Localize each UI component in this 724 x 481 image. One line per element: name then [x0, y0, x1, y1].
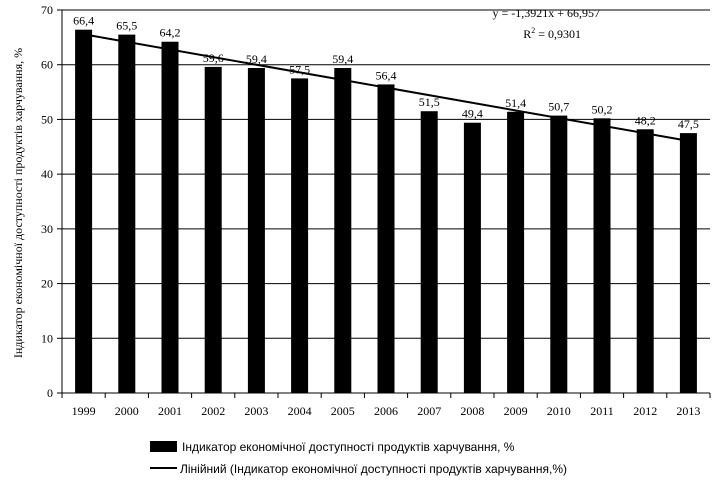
x-tick-label-2007: 2007	[417, 404, 441, 418]
x-tick-label-2010: 2010	[547, 404, 571, 418]
data-label-2002: 59,6	[203, 51, 224, 65]
y-tick-labels: 0 10 20 30 40 50 60 70	[41, 3, 53, 400]
x-tick-label-2001: 2001	[158, 404, 182, 418]
bar-2011	[593, 118, 611, 393]
data-label-2013: 47,5	[678, 117, 699, 131]
data-label-2012: 48,2	[635, 113, 656, 127]
y-tick-label-40: 40	[41, 167, 53, 181]
y-axis-label: Індикатор економічної доступності продук…	[11, 48, 25, 358]
data-label-2003: 59,4	[246, 52, 267, 66]
bar-2007	[420, 111, 438, 393]
x-tick-label-2000: 2000	[115, 404, 139, 418]
data-label-2004: 57,5	[289, 62, 310, 76]
bar-2006	[377, 84, 395, 393]
y-tick-label-20: 20	[41, 277, 53, 291]
trend-r2-sup: 2	[531, 26, 535, 35]
trend-equation: y = -1,3921x + 66,957	[492, 6, 600, 20]
data-label-2011: 50,2	[592, 102, 613, 116]
bar-1999	[75, 29, 93, 393]
x-tick-label-2004: 2004	[288, 404, 312, 418]
bar-2000	[118, 34, 136, 393]
x-tick-label-2003: 2003	[244, 404, 268, 418]
legend-bar-label: Індикатор економічної доступності продук…	[182, 440, 515, 454]
bar-2010	[550, 115, 568, 393]
data-label-2008: 49,4	[462, 107, 483, 121]
y-tick-label-50: 50	[41, 112, 53, 126]
axes	[57, 9, 711, 398]
bars	[75, 29, 697, 394]
y-tick-label-30: 30	[41, 222, 53, 236]
data-label-2007: 51,5	[419, 95, 440, 109]
bar-2004	[291, 78, 309, 394]
x-tick-label-2008: 2008	[460, 404, 484, 418]
x-tick-label-2012: 2012	[633, 404, 657, 418]
x-tick-label-2005: 2005	[331, 404, 355, 418]
data-label-2009: 51,4	[505, 96, 526, 110]
x-tick-label-2011: 2011	[590, 404, 614, 418]
y-tick-label-10: 10	[41, 331, 53, 345]
legend: Індикатор економічної доступності продук…	[150, 440, 567, 476]
data-label-2010: 50,7	[548, 100, 569, 114]
bar-2009	[507, 111, 525, 394]
data-label-2005: 59,4	[332, 52, 353, 66]
bar-2012	[636, 129, 654, 393]
y-tick-label-70: 70	[41, 3, 53, 17]
data-label-2006: 56,4	[376, 68, 397, 82]
data-label-2001: 64,2	[160, 26, 181, 40]
bar-2003	[247, 67, 265, 394]
y-tick-label-60: 60	[41, 58, 53, 72]
bar-2013	[679, 133, 697, 393]
bar-2001	[161, 41, 179, 394]
trend-r2-value: = 0,9301	[535, 27, 581, 41]
legend-bar-swatch	[150, 441, 177, 452]
y-tick-label-0: 0	[47, 386, 53, 400]
data-labels: 66,4 65,5 64,2 59,6 59,4 57,5 59,4 56,4 51,5 49,4…	[73, 14, 699, 131]
x-tick-label-1999: 1999	[72, 404, 96, 418]
trendline	[83, 33, 689, 142]
x-tick-label-2006: 2006	[374, 404, 398, 418]
trend-r2: R2 = 0,9301	[523, 26, 581, 41]
trendline-line	[83, 33, 689, 142]
legend-line-label: Лінійний (Індикатор економічної доступно…	[180, 462, 567, 476]
trend-r2-prefix: R	[523, 27, 531, 41]
data-label-1999: 66,4	[73, 14, 94, 28]
bar-2008	[463, 122, 481, 393]
bar-2005	[334, 67, 352, 394]
bar-2002	[204, 66, 222, 393]
data-label-2000: 65,5	[116, 19, 137, 33]
x-tick-label-2009: 2009	[504, 404, 528, 418]
x-tick-label-2013: 2013	[676, 404, 700, 418]
x-tick-labels: 1999 2000 2001 2002 2003 2004 2005 2006 2007 2008…	[72, 404, 701, 418]
x-tick-label-2002: 2002	[201, 404, 225, 418]
